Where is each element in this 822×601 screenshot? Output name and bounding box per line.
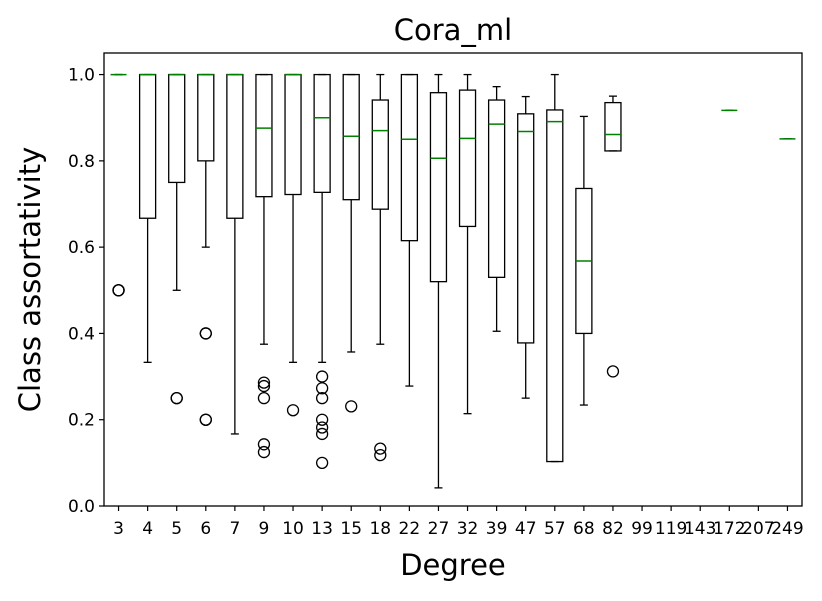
chart-title: Cora_ml bbox=[394, 13, 513, 47]
x-tick-label: 68 bbox=[573, 519, 595, 539]
box-iqr bbox=[400, 73, 419, 242]
box-iqr bbox=[546, 109, 564, 463]
box-4 bbox=[138, 73, 157, 363]
box-15 bbox=[342, 73, 360, 413]
box-68 bbox=[575, 115, 593, 406]
outlier-point bbox=[257, 379, 271, 393]
x-tick-label: 172 bbox=[713, 519, 745, 539]
box-iqr bbox=[458, 89, 477, 228]
box-32 bbox=[458, 73, 477, 415]
x-tick-label: 99 bbox=[631, 519, 653, 539]
box-iqr bbox=[487, 99, 506, 278]
x-tick-label: 82 bbox=[602, 519, 624, 539]
outlier-point bbox=[170, 391, 183, 405]
box-iqr bbox=[226, 73, 244, 219]
outlier-point bbox=[374, 442, 387, 455]
plot-marks bbox=[110, 73, 796, 489]
y-tick-label: 1.0 bbox=[68, 66, 95, 86]
x-tick-label: 22 bbox=[399, 519, 421, 539]
outlier-point bbox=[345, 400, 358, 413]
outlier-point bbox=[315, 370, 329, 383]
outlier-point bbox=[257, 445, 271, 459]
axes-group: 0.0 0.2 0.4 0.6 0.8 1.0 3 4 5 6 7 9 10 13 15 18 22 27 32 39… bbox=[68, 66, 804, 539]
box-82 bbox=[604, 95, 622, 378]
box-iqr bbox=[197, 73, 215, 162]
x-tick-label: 47 bbox=[515, 519, 537, 539]
outlier-point bbox=[199, 327, 212, 340]
outlier-point bbox=[315, 391, 329, 405]
outlier-point bbox=[257, 438, 271, 451]
outlier-point bbox=[257, 391, 271, 405]
outlier-point bbox=[286, 404, 300, 417]
box-7 bbox=[226, 73, 244, 435]
x-tick-label: 15 bbox=[340, 519, 362, 539]
x-tick-label: 5 bbox=[171, 519, 182, 539]
x-tick-label: 3 bbox=[113, 519, 124, 539]
box-39 bbox=[487, 86, 506, 332]
box-18 bbox=[371, 73, 389, 462]
box-47 bbox=[517, 95, 535, 399]
x-tick-label: 143 bbox=[684, 519, 716, 539]
box-iqr bbox=[138, 73, 157, 219]
box-3 bbox=[110, 73, 127, 297]
x-tick-label: 10 bbox=[282, 519, 304, 539]
x-tick-label: 39 bbox=[486, 519, 508, 539]
box-iqr bbox=[604, 101, 622, 152]
x-tick-label: 57 bbox=[544, 519, 566, 539]
box-10 bbox=[284, 73, 302, 417]
box-9 bbox=[255, 73, 273, 459]
x-tick-label: 9 bbox=[259, 519, 270, 539]
x-tick-label: 4 bbox=[142, 519, 153, 539]
y-tick-label: 0.0 bbox=[68, 497, 95, 517]
outlier-point bbox=[374, 448, 387, 462]
x-tick-label: 207 bbox=[742, 519, 774, 539]
outlier-point bbox=[315, 456, 329, 470]
x-tick-label: 7 bbox=[229, 519, 240, 539]
x-tick-label: 18 bbox=[369, 519, 391, 539]
outlier-point bbox=[112, 284, 125, 297]
box-iqr bbox=[429, 92, 448, 283]
box-iqr bbox=[255, 73, 273, 198]
y-axis-label: Class assortativity bbox=[13, 147, 47, 413]
box-57 bbox=[546, 73, 564, 463]
outlier-point bbox=[315, 427, 329, 441]
box-13 bbox=[313, 73, 331, 470]
y-tick-label: 0.4 bbox=[68, 324, 95, 344]
outlier-point bbox=[257, 376, 271, 389]
box-6 bbox=[197, 73, 215, 426]
outlier-point bbox=[606, 365, 620, 378]
box-iqr bbox=[342, 73, 360, 201]
outlier-point bbox=[315, 421, 329, 434]
x-tick-label: 6 bbox=[200, 519, 211, 539]
x-tick-label: 27 bbox=[428, 519, 450, 539]
y-tick-label: 0.8 bbox=[68, 152, 95, 172]
box-22 bbox=[400, 73, 419, 387]
x-tick-label: 249 bbox=[771, 519, 803, 539]
box-5 bbox=[168, 73, 186, 405]
x-tick-label: 13 bbox=[311, 519, 333, 539]
y-tick-label: 0.6 bbox=[68, 238, 95, 258]
box-iqr bbox=[168, 73, 186, 184]
y-tick-label: 0.2 bbox=[68, 411, 95, 431]
box-iqr bbox=[371, 99, 389, 210]
outlier-point bbox=[199, 413, 212, 426]
x-tick-label: 119 bbox=[655, 519, 687, 539]
plot-frame bbox=[103, 52, 803, 507]
outlier-point bbox=[315, 382, 329, 395]
x-axis-label: Degree bbox=[400, 548, 506, 582]
box-iqr bbox=[284, 73, 302, 196]
outlier-point bbox=[315, 413, 329, 426]
x-tick-label: 32 bbox=[457, 519, 479, 539]
box-iqr bbox=[313, 73, 331, 194]
box-iqr bbox=[517, 113, 535, 344]
box-27 bbox=[429, 73, 448, 489]
